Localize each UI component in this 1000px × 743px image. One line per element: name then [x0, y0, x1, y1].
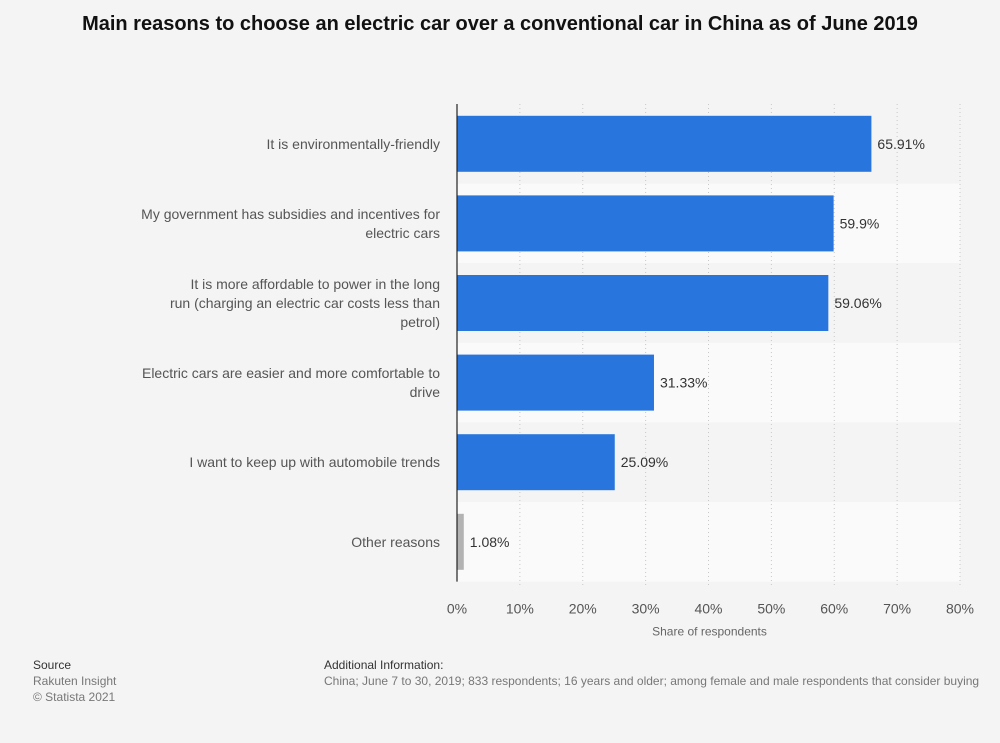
source-name[interactable]: Rakuten Insight — [33, 674, 117, 688]
x-tick-label: 50% — [757, 601, 785, 617]
category-label: It is more affordable to power in the lo… — [170, 276, 440, 330]
x-tick-label: 0% — [447, 601, 467, 617]
row-band — [457, 502, 960, 582]
copyright: © Statista 2021 — [33, 690, 116, 704]
category-label: My government has subsidies and incentiv… — [141, 206, 440, 241]
x-tick-label: 20% — [569, 601, 597, 617]
category-label: Electric cars are easier and more comfor… — [142, 365, 440, 400]
x-tick-label: 40% — [694, 601, 722, 617]
bar — [457, 115, 872, 172]
bar — [457, 354, 654, 411]
bar — [457, 513, 464, 570]
category-label: I want to keep up with automobile trends — [189, 454, 440, 470]
bar — [457, 275, 829, 331]
data-label: 25.09% — [621, 454, 668, 470]
additional-info-text: China; June 7 to 30, 2019; 833 responden… — [324, 674, 980, 688]
additional-info-block: Additional Information: China; June 7 to… — [324, 657, 979, 689]
category-label: Other reasons — [351, 534, 440, 550]
x-tick-label: 80% — [946, 601, 974, 617]
additional-info-heading: Additional Information: — [324, 658, 444, 672]
data-label: 59.06% — [834, 295, 881, 311]
bar — [457, 195, 834, 252]
source-block: Source Rakuten Insight © Statista 2021 — [33, 657, 116, 705]
chart-title: Main reasons to choose an electric car o… — [82, 13, 918, 35]
data-label: 31.33% — [660, 375, 707, 391]
data-label: 65.91% — [877, 136, 924, 152]
data-label: 59.9% — [840, 215, 880, 231]
bar — [457, 434, 615, 491]
x-tick-label: 10% — [506, 601, 534, 617]
category-label: It is environmentally-friendly — [266, 136, 440, 152]
x-tick-label: 70% — [883, 601, 911, 617]
x-axis-title: Share of respondents — [652, 625, 767, 639]
x-tick-label: 60% — [820, 601, 848, 617]
source-heading: Source — [33, 658, 72, 672]
data-label: 1.08% — [470, 534, 510, 550]
x-tick-label: 30% — [632, 601, 660, 617]
